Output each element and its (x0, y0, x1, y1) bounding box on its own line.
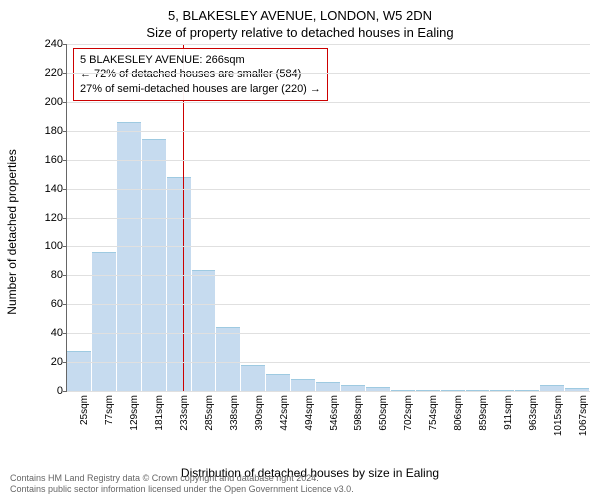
plot-region: 5 BLAKESLEY AVENUE: 266sqm ← 72% of deta… (66, 44, 590, 392)
gridline (67, 73, 590, 74)
ytick-mark (63, 275, 67, 276)
ytick-label: 240 (33, 38, 63, 50)
xtick-label: 754sqm (428, 395, 439, 431)
ytick-label: 120 (33, 212, 63, 224)
xtick-label: 494sqm (304, 395, 315, 431)
footer-line2: Contains public sector information licen… (10, 484, 354, 496)
gridline (67, 160, 590, 161)
histogram-bar (216, 327, 240, 391)
histogram-bar (142, 139, 166, 391)
gridline (67, 246, 590, 247)
ytick-mark (63, 131, 67, 132)
ytick-mark (63, 304, 67, 305)
histogram-bar (266, 374, 290, 391)
ytick-mark (63, 246, 67, 247)
footer-line1: Contains HM Land Registry data © Crown c… (10, 473, 354, 485)
ytick-label: 200 (33, 96, 63, 108)
ytick-mark (63, 218, 67, 219)
xtick-label: 442sqm (279, 395, 290, 431)
ytick-mark (63, 189, 67, 190)
xtick-label: 181sqm (154, 395, 165, 431)
histogram-bar (192, 270, 216, 391)
ytick-label: 80 (33, 269, 63, 281)
annotation-line1: 5 BLAKESLEY AVENUE: 266sqm (80, 53, 321, 67)
xtick-label: 806sqm (453, 395, 464, 431)
histogram-bar (241, 365, 265, 391)
xtick-label: 129sqm (129, 395, 140, 431)
ytick-label: 0 (33, 385, 63, 397)
histogram-bar (117, 122, 141, 391)
chart-title-main: 5, BLAKESLEY AVENUE, LONDON, W5 2DN (0, 0, 600, 23)
histogram-bar (291, 379, 315, 391)
ytick-mark (63, 160, 67, 161)
xtick-label: 233sqm (179, 395, 190, 431)
ytick-label: 100 (33, 240, 63, 252)
xtick-label: 338sqm (229, 395, 240, 431)
xtick-label: 546sqm (329, 395, 340, 431)
ytick-mark (63, 102, 67, 103)
xtick-label: 650sqm (378, 395, 389, 431)
gridline (67, 275, 590, 276)
ytick-label: 180 (33, 125, 63, 137)
gridline (67, 304, 590, 305)
ytick-mark (63, 333, 67, 334)
ytick-label: 20 (33, 356, 63, 368)
xtick-label: 25sqm (79, 395, 90, 425)
ytick-mark (63, 73, 67, 74)
histogram-bar (92, 252, 116, 391)
chart-title-sub: Size of property relative to detached ho… (0, 23, 600, 40)
ytick-mark (63, 391, 67, 392)
xtick-label: 911sqm (503, 395, 514, 430)
gridline (67, 189, 590, 190)
gridline (67, 362, 590, 363)
annotation-line3: 27% of semi-detached houses are larger (… (80, 82, 321, 96)
xtick-label: 859sqm (478, 395, 489, 431)
ytick-mark (63, 362, 67, 363)
xtick-label: 1015sqm (553, 395, 564, 436)
xtick-label: 390sqm (254, 395, 265, 431)
ytick-label: 60 (33, 298, 63, 310)
gridline (67, 333, 590, 334)
gridline (67, 218, 590, 219)
annotation-box: 5 BLAKESLEY AVENUE: 266sqm ← 72% of deta… (73, 48, 328, 101)
histogram-bar (167, 177, 191, 391)
gridline (67, 44, 590, 45)
y-axis-label: Number of detached properties (5, 149, 19, 314)
ytick-label: 140 (33, 183, 63, 195)
xtick-label: 598sqm (353, 395, 364, 431)
histogram-bar (67, 351, 91, 391)
xtick-label: 77sqm (104, 395, 115, 425)
xtick-label: 963sqm (528, 395, 539, 431)
gridline (67, 391, 590, 392)
ytick-label: 160 (33, 154, 63, 166)
ytick-mark (63, 44, 67, 45)
chart-area: Number of detached properties Distributi… (30, 44, 590, 420)
ytick-label: 220 (33, 67, 63, 79)
gridline (67, 102, 590, 103)
annotation-line2: ← 72% of detached houses are smaller (58… (80, 67, 321, 81)
xtick-label: 285sqm (204, 395, 215, 431)
footer-attribution: Contains HM Land Registry data © Crown c… (10, 473, 354, 496)
xtick-label: 1067sqm (578, 395, 589, 436)
xtick-label: 702sqm (403, 395, 414, 431)
gridline (67, 131, 590, 132)
histogram-bar (316, 382, 340, 391)
ytick-label: 40 (33, 327, 63, 339)
